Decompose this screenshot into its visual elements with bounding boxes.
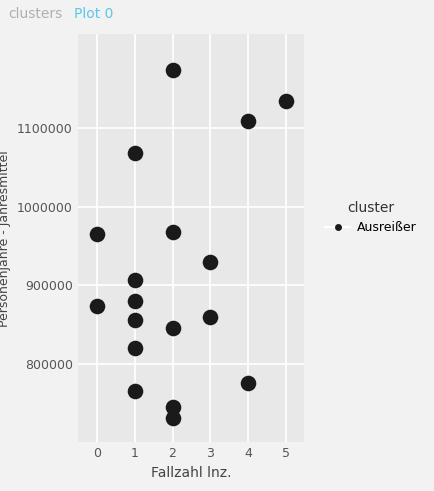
Point (206, 313, 213, 321)
Point (131, 317, 138, 325)
Text: Plot 0: Plot 0 (74, 7, 113, 22)
Legend: Ausreißer: Ausreißer (315, 191, 425, 245)
Point (169, 66, 176, 74)
Point (244, 117, 251, 125)
Point (169, 228, 176, 236)
Point (131, 344, 138, 352)
Point (169, 325, 176, 332)
Point (244, 379, 251, 387)
Point (169, 414, 176, 422)
Text: clusters: clusters (9, 7, 63, 22)
Point (131, 150, 138, 158)
Point (93, 302, 100, 310)
Point (169, 403, 176, 410)
Point (131, 387, 138, 395)
X-axis label: Fallzahl lnz.: Fallzahl lnz. (151, 466, 231, 480)
Point (282, 97, 289, 105)
Y-axis label: Personenjahre - Jahresmittel: Personenjahre - Jahresmittel (0, 150, 11, 327)
Point (93, 230, 100, 238)
Point (131, 297, 138, 305)
Point (206, 258, 213, 266)
Point (131, 276, 138, 284)
